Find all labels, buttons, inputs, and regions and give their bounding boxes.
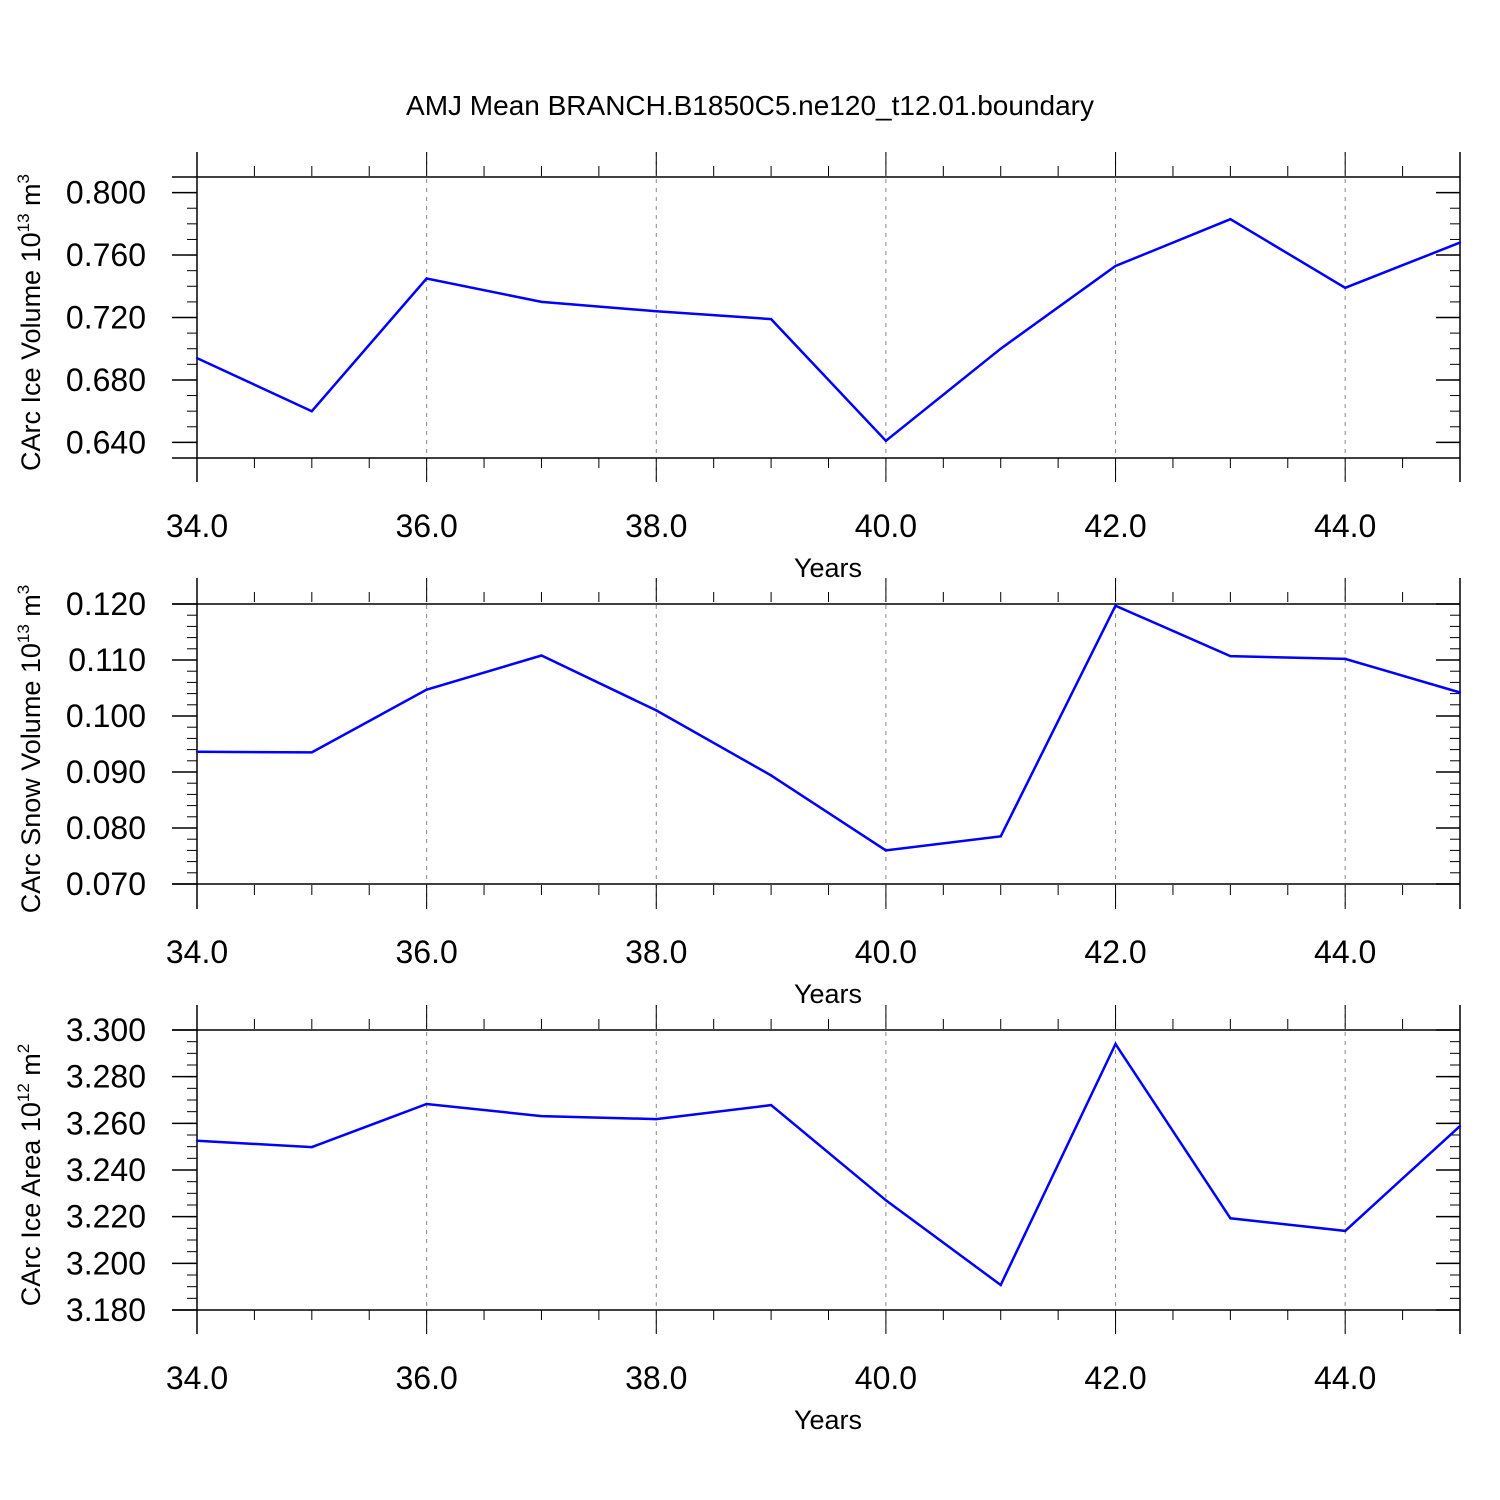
y-tick-label: 0.760	[66, 237, 146, 273]
chart-title: AMJ Mean BRANCH.B1850C5.ne120_t12.01.bou…	[406, 90, 1094, 121]
chart-panel-1: 0.640 0.680 0.720 0.760 0.800 34.0 36.0 38.0 40.…	[14, 152, 1462, 583]
data-point	[1229, 1217, 1232, 1220]
data-point	[769, 317, 773, 321]
data-point	[540, 654, 543, 657]
data-point	[425, 1102, 428, 1106]
x-tick-label: 44.0	[1314, 1360, 1376, 1396]
y-tick-label: 0.680	[66, 362, 146, 398]
y-axis-title: CArc Ice Area 1012 m2	[14, 1044, 46, 1307]
data-point	[1229, 217, 1232, 221]
y-tick-label: 0.100	[66, 698, 146, 734]
y-tick-label: 0.110	[68, 642, 146, 678]
data-point	[425, 688, 428, 691]
series-line	[196, 604, 1461, 852]
data-point	[884, 1199, 888, 1202]
y-axis-title: CArc Ice Volume 1013 m3	[14, 174, 46, 471]
y-tick-label: 3.280	[66, 1059, 146, 1095]
data-point	[540, 300, 543, 304]
x-axis-title: Years	[794, 979, 862, 1009]
y-tick-label: 0.720	[66, 300, 146, 336]
y-axis-title: CArc Snow Volume 1013 m3	[14, 585, 46, 914]
data-point	[195, 750, 199, 754]
chart-panels: 0.640 0.680 0.720 0.760 0.800 34.0 36.0 38.0 40.…	[14, 152, 1462, 1435]
data-point	[655, 709, 658, 712]
y-tick-label: 3.180	[66, 1292, 146, 1328]
data-point	[195, 1139, 199, 1143]
data-point	[1114, 604, 1117, 607]
x-tick-label: 42.0	[1084, 934, 1146, 970]
data-point	[1114, 1042, 1117, 1046]
y-tick-label: 0.800	[66, 175, 146, 211]
x-tick-label: 38.0	[625, 1360, 687, 1396]
data-point	[884, 439, 888, 443]
data-point	[999, 347, 1002, 350]
y-tick-label: 3.220	[66, 1199, 146, 1235]
y-tick-label: 3.260	[66, 1105, 146, 1141]
y-tick-label: 0.070	[66, 866, 146, 902]
x-tick-label: 38.0	[625, 508, 687, 544]
y-tick-label: 0.090	[66, 754, 146, 790]
y-tick-label: 3.240	[66, 1152, 146, 1188]
data-point	[999, 1283, 1002, 1287]
data-point	[1458, 241, 1462, 244]
data-point	[769, 1103, 773, 1107]
x-tick-label: 34.0	[166, 1360, 228, 1396]
data-point	[310, 1145, 314, 1149]
x-tick-label: 38.0	[625, 934, 687, 970]
data-point	[1343, 657, 1347, 661]
data-point	[884, 849, 888, 852]
data-point	[425, 277, 428, 280]
x-tick-label: 44.0	[1314, 508, 1376, 544]
x-axis-title: Years	[794, 1405, 862, 1435]
series-line	[196, 217, 1461, 443]
y-tick-label: 0.080	[66, 810, 146, 846]
y-tick-label: 0.640	[66, 424, 146, 460]
data-point	[1458, 691, 1462, 694]
x-tick-label: 40.0	[855, 508, 917, 544]
x-tick-label: 44.0	[1314, 934, 1376, 970]
chart-panel-2: 0.070 0.080 0.090 0.100 0.110 0.120 34.0 36.0 38…	[14, 578, 1462, 1009]
x-tick-label: 36.0	[395, 934, 457, 970]
data-point	[1229, 654, 1232, 658]
data-point	[1343, 286, 1347, 290]
x-tick-label: 34.0	[166, 934, 228, 970]
data-point	[540, 1114, 543, 1118]
data-point	[1343, 1229, 1347, 1233]
x-tick-label: 40.0	[855, 934, 917, 970]
data-point	[195, 356, 199, 360]
x-tick-label: 36.0	[395, 508, 457, 544]
series-line	[196, 1041, 1461, 1287]
data-point	[655, 310, 658, 313]
data-point	[1458, 1124, 1462, 1128]
x-axis-title: Years	[794, 553, 862, 583]
chart-panel-3: 3.180 3.200 3.220 3.240 3.260 3.280 3.300 34.0 3…	[14, 1005, 1462, 1435]
data-point	[310, 409, 314, 413]
data-point	[769, 774, 773, 777]
x-tick-label: 42.0	[1084, 508, 1146, 544]
x-tick-label: 34.0	[166, 508, 228, 544]
y-tick-label: 3.200	[66, 1245, 146, 1281]
y-tick-label: 3.300	[66, 1012, 146, 1048]
x-tick-label: 36.0	[395, 1360, 457, 1396]
data-point	[1114, 264, 1117, 268]
data-point	[655, 1117, 658, 1121]
y-tick-label: 0.120	[66, 586, 146, 622]
data-point	[999, 835, 1002, 838]
x-tick-label: 40.0	[855, 1360, 917, 1396]
data-point	[310, 751, 314, 754]
x-tick-label: 42.0	[1084, 1360, 1146, 1396]
